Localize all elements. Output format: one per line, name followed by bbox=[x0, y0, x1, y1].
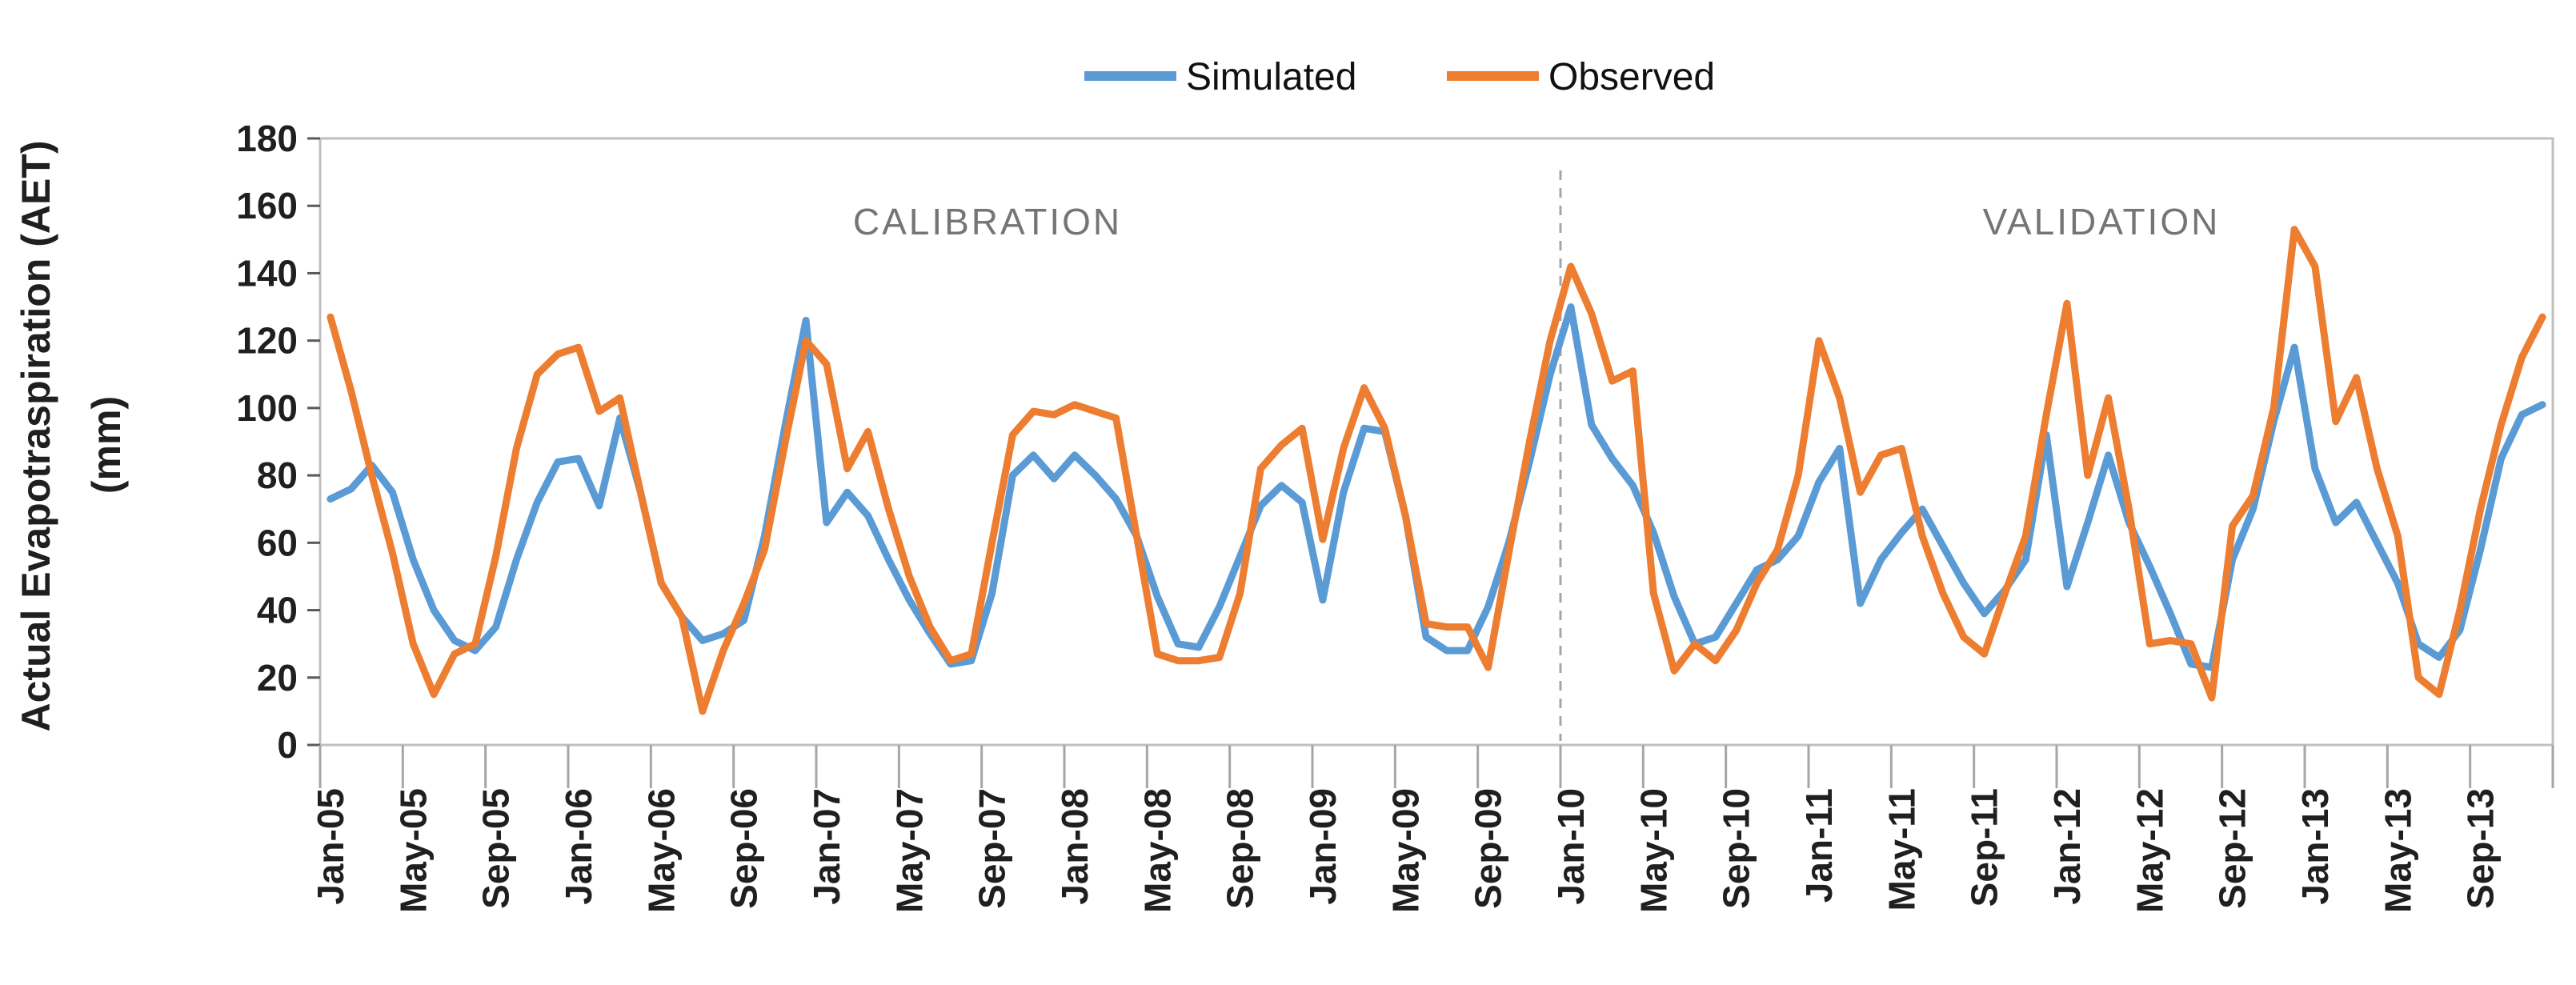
y-tick-label: 20 bbox=[257, 657, 298, 699]
legend: Simulated Observed bbox=[1084, 56, 1715, 98]
x-tick-label: Sep-12 bbox=[2212, 788, 2253, 909]
x-tick-label: Jan-08 bbox=[1054, 788, 1096, 905]
x-tick-label: Sep-06 bbox=[723, 788, 765, 909]
x-tick-label: May-08 bbox=[1136, 788, 1178, 913]
x-tick-label: May-13 bbox=[2377, 788, 2418, 913]
y-tick-label: 180 bbox=[236, 118, 298, 159]
y-tick-label: 160 bbox=[236, 185, 298, 226]
legend-simulated-label: Simulated bbox=[1186, 56, 1356, 98]
x-tick-label: May-09 bbox=[1384, 788, 1426, 913]
x-tick-label: Jan-11 bbox=[1798, 788, 1840, 903]
annotation-calibration: CALIBRATION bbox=[853, 201, 1122, 242]
y-axis-title: Actual Evapotraspiration (AET) (mm) bbox=[14, 141, 129, 732]
x-tick-label: Jan-06 bbox=[558, 788, 599, 905]
x-tick-label: May-07 bbox=[888, 788, 930, 913]
x-tick-label: Sep-08 bbox=[1220, 788, 1261, 909]
x-tick-label: Sep-07 bbox=[972, 788, 1013, 909]
y-tick-label: 60 bbox=[257, 522, 298, 563]
y-axis-title-line2: (mm) bbox=[84, 396, 129, 494]
x-tick-label: Sep-10 bbox=[1716, 788, 1757, 909]
x-tick-label: May-12 bbox=[2129, 788, 2170, 913]
annotation-validation: VALIDATION bbox=[1983, 201, 2221, 242]
series-lines bbox=[327, 226, 2546, 715]
y-tick-label: 100 bbox=[236, 387, 298, 429]
series-line-observed bbox=[327, 226, 2546, 715]
y-tick-label: 0 bbox=[277, 724, 298, 766]
plot-frame bbox=[318, 137, 2554, 747]
y-tick-label: 120 bbox=[236, 320, 298, 362]
x-tick-label: Jan-10 bbox=[1550, 788, 1592, 905]
x-tick-label: Jan-12 bbox=[2046, 788, 2088, 905]
legend-observed-label: Observed bbox=[1548, 56, 1715, 98]
x-tick-label: Sep-13 bbox=[2460, 788, 2502, 909]
x-tick-label: Jan-09 bbox=[1302, 788, 1344, 905]
y-axis-ticks bbox=[307, 137, 320, 747]
series-line-simulated bbox=[327, 303, 2546, 671]
x-tick-label: May-05 bbox=[392, 788, 434, 913]
y-tick-label: 40 bbox=[257, 590, 298, 631]
x-tick-label: Sep-09 bbox=[1468, 788, 1509, 909]
x-tick-label: Jan-05 bbox=[310, 788, 351, 905]
x-tick-label: Jan-07 bbox=[806, 788, 847, 905]
x-tick-label: Sep-05 bbox=[475, 788, 517, 909]
y-axis-title-line1: Actual Evapotraspiration (AET) bbox=[14, 141, 58, 732]
y-axis-labels: 0 20 40 60 80 100 120 140 160 180 bbox=[236, 118, 298, 766]
x-tick-label: May-06 bbox=[640, 788, 682, 913]
x-tick-label: May-11 bbox=[1881, 788, 1922, 911]
y-tick-label: 80 bbox=[257, 454, 298, 496]
x-tick-label: May-10 bbox=[1633, 788, 1674, 913]
x-tick-label: Sep-11 bbox=[1964, 788, 2005, 907]
x-tick-label: Jan-13 bbox=[2294, 788, 2336, 905]
x-axis-ticks bbox=[318, 745, 2554, 788]
x-axis-labels: Jan-05 May-05 Sep-05 Jan-06 May-06 Sep-06 Jan-… bbox=[310, 788, 2502, 913]
y-tick-label: 140 bbox=[236, 252, 298, 294]
